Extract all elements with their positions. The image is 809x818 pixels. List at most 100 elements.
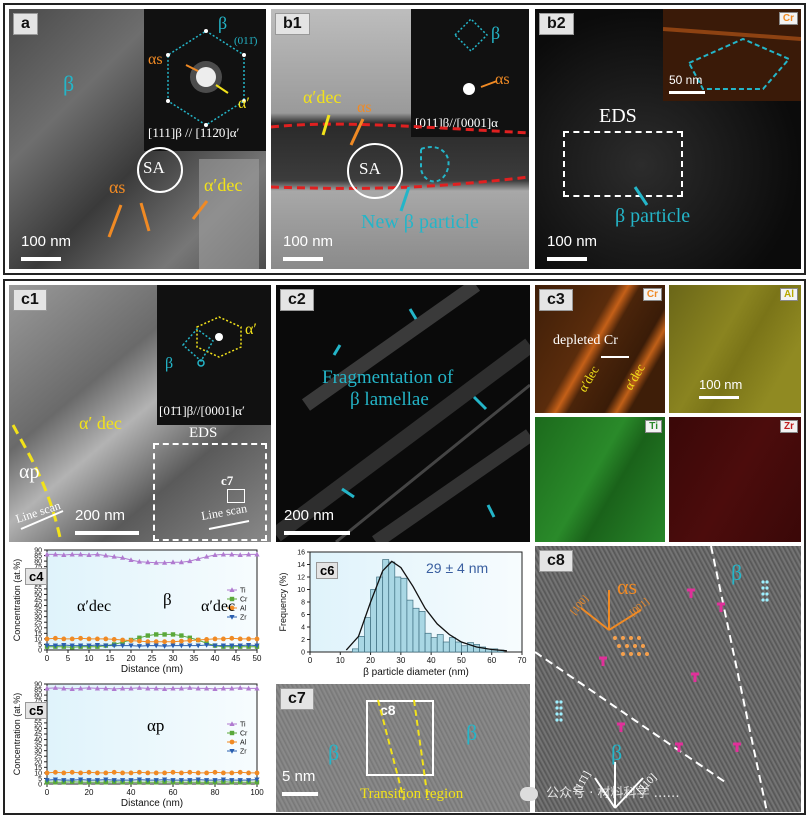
saed-alpha-s-label: αs	[148, 51, 163, 68]
data-point	[128, 685, 134, 691]
scale-bar-line	[282, 792, 318, 796]
x-tick-label: 10	[336, 656, 345, 665]
data-point	[254, 636, 260, 642]
saed-beta-label: β	[218, 13, 228, 33]
y-tick-label: 85	[34, 687, 42, 694]
legend-entry: Al	[240, 740, 247, 747]
data-point	[44, 636, 50, 642]
histogram-bar	[382, 559, 390, 653]
legend-entry: Zr	[240, 615, 247, 622]
data-point	[86, 778, 92, 783]
legend-marker	[229, 739, 235, 745]
legend-marker	[229, 721, 235, 726]
data-point	[137, 635, 142, 640]
y-tick-label: 35	[34, 609, 42, 616]
data-point	[103, 777, 109, 783]
alpha-p-label: αp	[147, 716, 165, 735]
alpha-s-label: αs	[357, 99, 372, 116]
data-point	[111, 553, 117, 559]
data-point	[78, 643, 84, 649]
y-tick-label: 16	[297, 550, 305, 557]
data-point	[137, 769, 142, 775]
data-point	[170, 769, 176, 775]
data-point	[187, 643, 193, 649]
panel-b2: b2 Cr 50 nm EDS β particle 100 nm	[535, 9, 801, 269]
data-point	[162, 644, 168, 649]
x-tick-label: 0	[45, 788, 50, 797]
panel-c7: c7 c8 β β Transition region 5 nm	[276, 684, 530, 812]
x-tick-label: 60	[487, 656, 496, 665]
arrows-overlay	[633, 186, 649, 206]
panel-tag: c4	[25, 568, 48, 585]
data-point	[111, 686, 117, 691]
map-zr: Zr	[669, 417, 801, 542]
panel-tag: c8	[539, 550, 573, 572]
data-point	[69, 551, 75, 557]
x-tick-label: 40	[127, 788, 136, 797]
data-point	[221, 636, 226, 642]
watermark: 公众号 · 材料科学 ……	[520, 782, 680, 801]
data-point	[86, 685, 92, 690]
histogram-bar	[412, 607, 420, 653]
data-point	[78, 770, 83, 776]
histogram-bar	[424, 632, 432, 653]
data-point	[44, 685, 50, 691]
y-tick-label: 15	[34, 765, 42, 772]
panel-tag: c2	[280, 289, 314, 311]
data-point	[53, 769, 58, 775]
data-point	[212, 643, 218, 649]
y-axis-label: Concentration (at.%)	[12, 693, 22, 776]
legend-marker	[229, 749, 235, 754]
data-point	[195, 685, 201, 691]
data-point	[246, 770, 252, 776]
y-tick-label: 2	[301, 637, 305, 644]
data-point	[162, 770, 168, 776]
legend-marker	[229, 730, 235, 736]
element-tag-cr: Cr	[642, 288, 662, 301]
data-point	[220, 685, 226, 691]
x-tick-label: 30	[396, 656, 405, 665]
data-point	[195, 777, 201, 783]
y-tick-label: 0	[301, 650, 305, 657]
y-tick-label: 30	[34, 748, 42, 755]
series-zr	[44, 643, 260, 649]
data-point	[136, 685, 142, 690]
legend-entry: Zr	[240, 749, 247, 756]
data-point	[145, 685, 151, 691]
beta-top-label: β	[731, 560, 743, 585]
data-point	[221, 770, 226, 776]
data-point	[254, 777, 260, 783]
data-point	[195, 637, 201, 643]
x-axis-label: β particle diameter (nm)	[363, 667, 469, 678]
y-tick-label: 14	[297, 562, 305, 569]
eds-region-box	[153, 443, 267, 541]
data-point	[128, 643, 134, 649]
panel-tag: c5	[25, 702, 48, 719]
scale-bar: 100 nm	[547, 233, 597, 261]
y-tick-label: 85	[34, 553, 42, 560]
histogram-bar	[364, 617, 371, 653]
data-point	[61, 643, 67, 648]
sa-label: SA	[143, 158, 165, 177]
data-point	[212, 769, 218, 775]
y-tick-label: 45	[34, 598, 42, 605]
scale-bar: 100 nm	[283, 233, 333, 261]
legend-marker	[229, 615, 235, 620]
c8-region-label: c8	[380, 702, 396, 718]
histogram-bar	[394, 576, 402, 653]
x-tick-label: 40	[427, 656, 436, 665]
scale-bar-line	[21, 257, 61, 261]
histogram-bar	[388, 561, 396, 653]
data-point	[212, 686, 218, 691]
data-point	[246, 636, 252, 642]
data-point	[254, 643, 260, 649]
x-tick-label: 5	[66, 654, 71, 663]
data-point	[136, 777, 142, 783]
legend-entry: Cr	[240, 731, 248, 738]
series-line	[46, 687, 257, 690]
data-point	[187, 778, 193, 783]
data-point	[137, 638, 142, 644]
data-point	[162, 686, 168, 691]
data-point	[61, 685, 67, 691]
data-point	[162, 639, 168, 645]
